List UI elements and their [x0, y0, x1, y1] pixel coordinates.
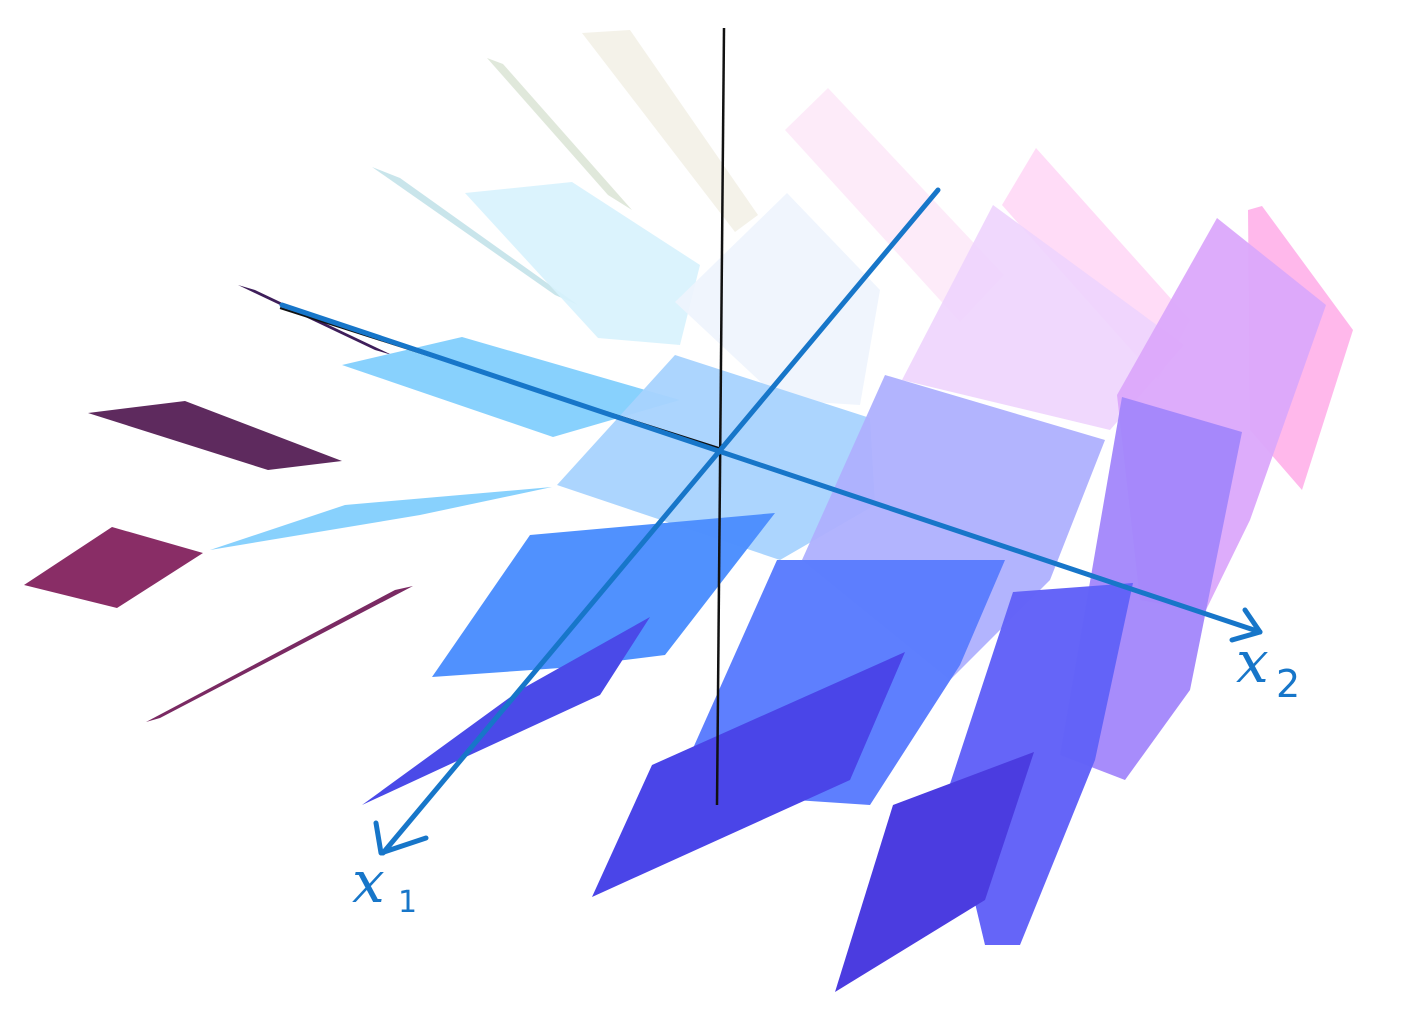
plane-sheet	[582, 30, 758, 232]
plane-sheet	[487, 58, 632, 210]
plane-sheet	[465, 182, 700, 345]
plane-sheet	[146, 586, 413, 722]
plane-sheet	[902, 205, 1184, 430]
x1-axis-label: x 1	[352, 848, 417, 920]
x1-arrow-icon	[373, 820, 429, 856]
x2-axis-label: x 2	[1236, 628, 1300, 706]
plane-sheet	[372, 167, 578, 305]
vertical-axis-line	[715, 27, 726, 806]
x2-label-subscript: 2	[1276, 662, 1300, 706]
plane-sheet	[24, 527, 203, 608]
x1-axis-line	[380, 187, 941, 856]
x2-axis-line	[279, 302, 1263, 635]
x2-label-base: x	[1236, 628, 1269, 696]
plane-sheet	[210, 487, 552, 550]
x1-label-base: x	[352, 848, 385, 916]
plane-sheet	[432, 513, 775, 677]
x2-arrow-icon	[1229, 607, 1263, 643]
plane-sheet	[592, 652, 905, 897]
plane-sheet	[835, 752, 1034, 992]
planes-group	[24, 30, 1353, 992]
hand-drawn-axes	[279, 187, 1263, 856]
plane-sheet	[362, 617, 650, 805]
plane-sheet	[675, 193, 880, 405]
plane-sheet	[785, 88, 1004, 322]
x1-label-subscript: 1	[398, 885, 417, 920]
plane-sheet	[88, 401, 342, 470]
